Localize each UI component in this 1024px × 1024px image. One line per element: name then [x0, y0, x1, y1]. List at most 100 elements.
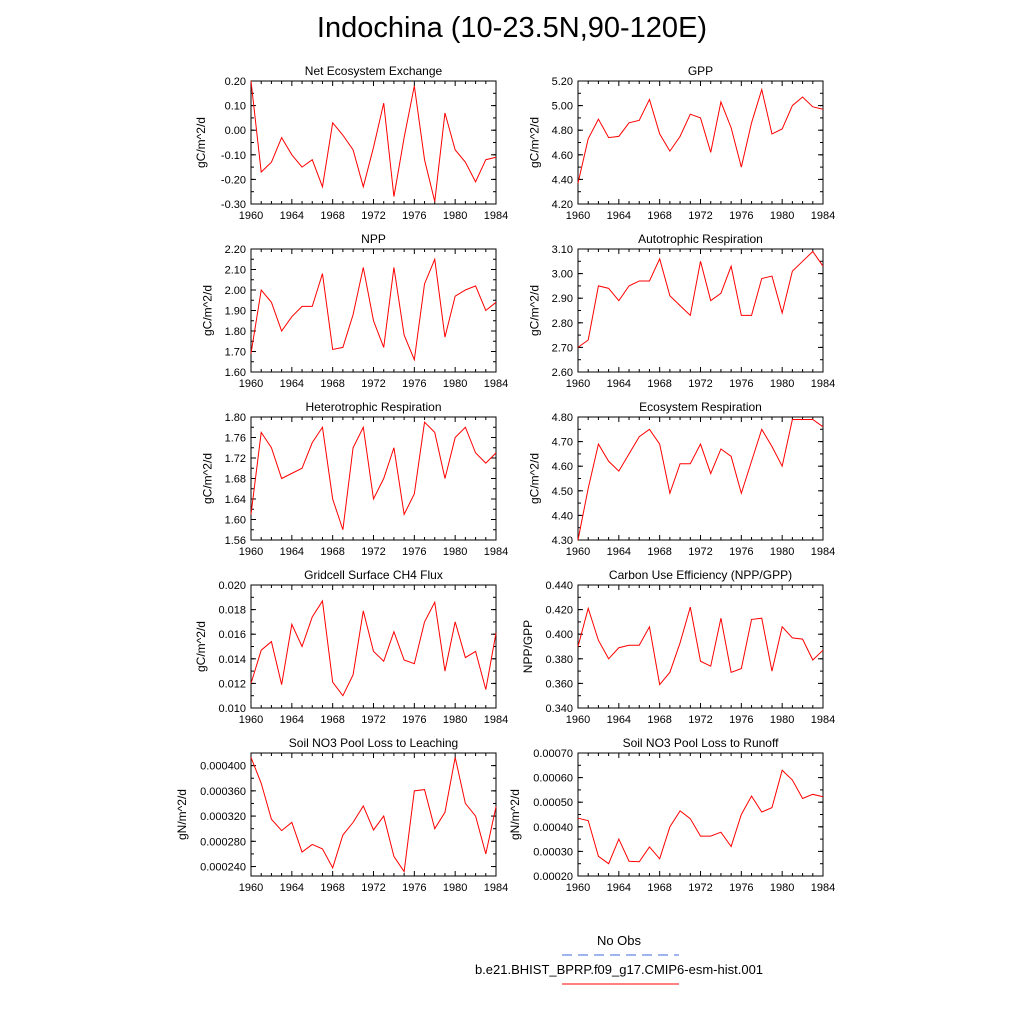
x-tick-label: 1960 — [239, 546, 263, 558]
y-tick-label: 1.90 — [225, 306, 246, 318]
y-tick-label: 1.60 — [225, 367, 246, 379]
y-tick-label: 0.00020 — [533, 871, 573, 883]
y-tick-label: 0.018 — [218, 605, 246, 617]
x-tick-label: 1968 — [320, 882, 344, 894]
y-tick-label: 5.20 — [552, 76, 573, 88]
panel-7: Gridcell Surface CH4 Flux 1960 1964 1968 197… — [194, 568, 508, 726]
series-line — [250, 421, 497, 530]
x-tick-label: 1972 — [688, 882, 712, 894]
x-tick-label: 1984 — [811, 210, 835, 222]
plot-frame — [577, 584, 824, 709]
y-tick-label: 0.20 — [225, 76, 246, 88]
y-tick-label: 0.010 — [218, 703, 246, 715]
x-tick-label: 1964 — [607, 210, 631, 222]
y-tick-label: 0.00070 — [533, 748, 573, 760]
x-tick-label: 1976 — [402, 546, 426, 558]
x-tick-label: 1972 — [361, 546, 385, 558]
y-tick-label: 0.000400 — [200, 761, 246, 773]
y-tick-label: -0.20 — [221, 174, 246, 186]
y-tick-label: 1.72 — [225, 453, 246, 465]
y-tick-label: 0.000360 — [200, 786, 246, 798]
x-tick-label: 1964 — [280, 210, 304, 222]
panel-title: Heterotrophic Respiration — [305, 400, 441, 414]
x-tick-label: 1968 — [320, 546, 344, 558]
y-tick-label: 1.80 — [225, 326, 246, 338]
panel-10: Soil NO3 Pool Loss to Runoff 1960 1964 1968… — [508, 736, 835, 894]
x-tick-label: 1980 — [770, 210, 794, 222]
x-tick-label: 1960 — [566, 210, 590, 222]
panel-title: Soil NO3 Pool Loss to Leaching — [289, 736, 458, 750]
panel-4: Autotrophic Respiration 1960 1964 1968 1972 1… — [527, 232, 835, 390]
plot-frame — [577, 752, 824, 877]
y-tick-label: 0.380 — [545, 654, 573, 666]
y-tick-label: 4.70 — [552, 437, 573, 449]
x-tick-label: 1972 — [688, 714, 712, 726]
y-tick-label: 2.70 — [552, 342, 573, 354]
y-axis-label: gN/m^2/d — [175, 789, 189, 840]
y-tick-label: 4.60 — [552, 150, 573, 162]
series-line — [250, 599, 497, 697]
y-axis-label: gC/m^2/d — [194, 117, 208, 168]
y-tick-label: 1.56 — [225, 535, 246, 547]
y-tick-label: 2.00 — [225, 285, 246, 297]
x-tick-label: 1968 — [320, 714, 344, 726]
plot-frame — [250, 80, 497, 205]
y-tick-label: 3.00 — [552, 269, 573, 281]
y-axis-label: gN/m^2/d — [508, 789, 522, 840]
panel-title: Autotrophic Respiration — [638, 232, 763, 246]
x-tick-label: 1980 — [443, 546, 467, 558]
plot-frame — [250, 752, 497, 877]
x-tick-label: 1980 — [443, 714, 467, 726]
y-tick-label: 0.400 — [545, 629, 573, 641]
y-axis-label: NPP/GPP — [521, 620, 535, 673]
x-tick-label: 1964 — [280, 378, 304, 390]
page-title: Indochina (10-23.5N,90-120E) — [316, 12, 708, 44]
y-tick-label: 2.80 — [552, 318, 573, 330]
y-tick-label: 4.30 — [552, 535, 573, 547]
y-axis-label: gC/m^2/d — [527, 285, 541, 336]
series-line — [577, 418, 824, 541]
x-tick-label: 1984 — [484, 882, 508, 894]
series-line — [250, 257, 497, 362]
y-tick-label: 0.00060 — [533, 773, 573, 785]
panel-title: Net Ecosystem Exchange — [305, 64, 443, 78]
x-tick-label: 1984 — [484, 378, 508, 390]
x-tick-label: 1972 — [361, 882, 385, 894]
y-tick-label: 4.40 — [552, 510, 573, 522]
x-tick-label: 1972 — [361, 210, 385, 222]
y-tick-label: 3.10 — [552, 244, 573, 256]
legend-model-label: b.e21.BHIST_BPRP.f09_g17.CMIP6-esm-hist.… — [474, 962, 764, 977]
x-tick-label: 1980 — [770, 882, 794, 894]
y-tick-label: 1.80 — [225, 412, 246, 424]
x-tick-label: 1960 — [239, 882, 263, 894]
y-axis-label: gC/m^2/d — [194, 621, 208, 672]
x-tick-label: 1976 — [729, 714, 753, 726]
y-axis-label: gC/m^2/d — [200, 453, 214, 504]
panel-2: GPP 1960 1964 1968 1972 1976 1980 1984 5.20 5.00 4… — [527, 64, 835, 222]
y-tick-label: 0.00050 — [533, 797, 573, 809]
plot-frame — [577, 80, 824, 205]
y-tick-label: 1.76 — [225, 433, 246, 445]
y-tick-label: 0.000240 — [200, 862, 246, 874]
y-tick-label: 4.80 — [552, 412, 573, 424]
panel-title: NPP — [361, 232, 386, 246]
x-tick-label: 1964 — [607, 546, 631, 558]
x-tick-label: 1960 — [566, 882, 590, 894]
x-tick-label: 1976 — [729, 210, 753, 222]
y-tick-label: 4.80 — [552, 125, 573, 137]
x-tick-label: 1964 — [280, 546, 304, 558]
x-tick-label: 1964 — [607, 378, 631, 390]
x-tick-label: 1960 — [566, 546, 590, 558]
x-tick-label: 1968 — [647, 546, 671, 558]
series-line — [577, 769, 824, 865]
plot-frame — [577, 248, 824, 373]
x-tick-label: 1972 — [688, 210, 712, 222]
panel-title: GPP — [688, 64, 713, 78]
x-tick-label: 1964 — [607, 714, 631, 726]
x-tick-label: 1976 — [729, 882, 753, 894]
x-tick-label: 1984 — [811, 546, 835, 558]
x-tick-label: 1960 — [239, 714, 263, 726]
y-tick-label: 0.440 — [545, 580, 573, 592]
y-tick-label: 1.60 — [225, 515, 246, 527]
